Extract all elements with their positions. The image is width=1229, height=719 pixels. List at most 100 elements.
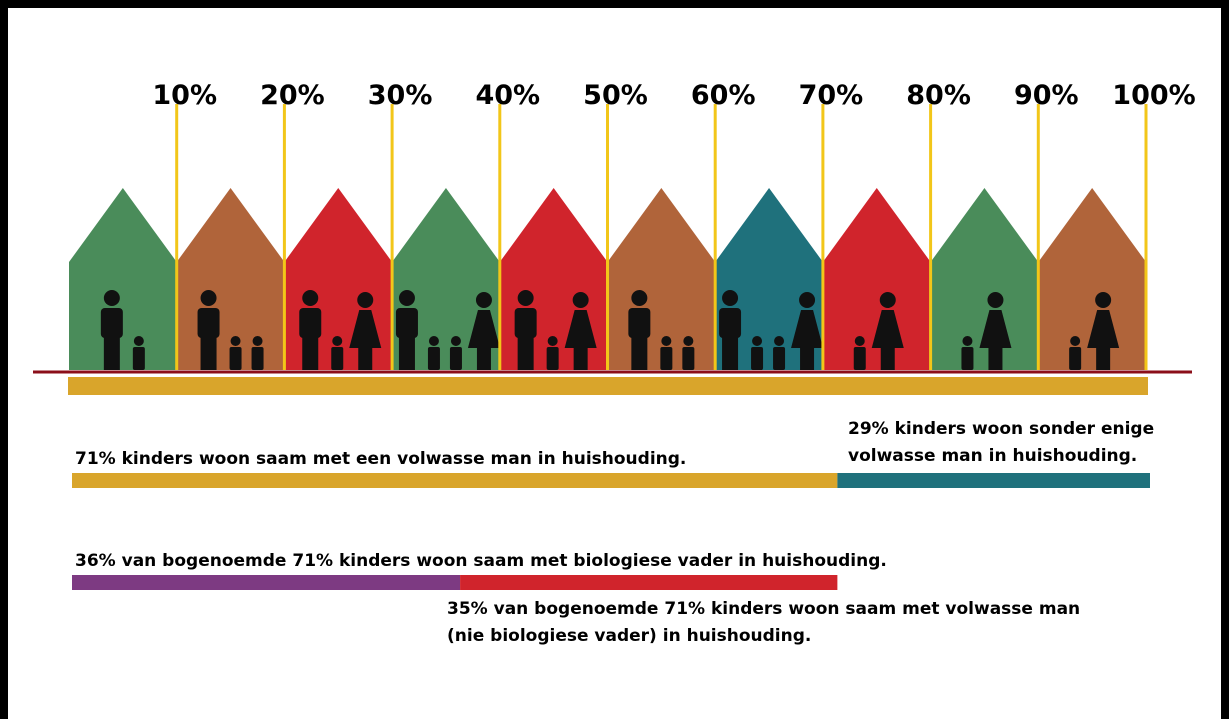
man-head bbox=[103, 290, 120, 306]
man-body bbox=[395, 308, 418, 338]
child-body bbox=[660, 347, 673, 370]
house bbox=[392, 188, 500, 370]
bar-label: 29% kinders woon sonder enige bbox=[848, 419, 1154, 439]
woman-legs bbox=[1096, 346, 1111, 370]
man-legs bbox=[398, 336, 415, 370]
house bbox=[715, 188, 823, 370]
child-head bbox=[774, 336, 785, 346]
child-body bbox=[449, 347, 462, 370]
woman-legs bbox=[358, 346, 373, 370]
tick-label: 10% bbox=[152, 80, 217, 111]
woman-head bbox=[475, 292, 492, 308]
child-body bbox=[773, 347, 786, 370]
child-head bbox=[428, 336, 439, 346]
man-legs bbox=[517, 336, 534, 370]
man-legs bbox=[200, 336, 217, 370]
child-head bbox=[252, 336, 263, 346]
man-head bbox=[398, 290, 415, 306]
child-head bbox=[450, 336, 461, 346]
woman-legs bbox=[476, 346, 491, 370]
man-head bbox=[631, 290, 648, 306]
child-body bbox=[331, 347, 344, 370]
house bbox=[176, 188, 285, 370]
child-body bbox=[251, 347, 264, 370]
child-body bbox=[427, 347, 440, 370]
house bbox=[930, 188, 1039, 370]
house bbox=[607, 188, 716, 370]
man-legs bbox=[722, 336, 739, 370]
child-body bbox=[853, 347, 866, 370]
tick-label: 90% bbox=[1014, 80, 1079, 111]
bar-label: 36% van bogenoemde 71% kinders woon saam… bbox=[75, 551, 887, 571]
tick-label: 20% bbox=[260, 80, 325, 111]
woman-dress bbox=[1087, 310, 1120, 348]
bar-label: 71% kinders woon saam met een volwasse m… bbox=[75, 449, 686, 469]
woman-dress bbox=[564, 310, 597, 348]
woman-dress bbox=[979, 310, 1012, 348]
woman-head bbox=[879, 292, 896, 308]
child-body bbox=[546, 347, 559, 370]
child-head bbox=[962, 336, 973, 346]
woman-head bbox=[799, 292, 816, 308]
man-head bbox=[722, 290, 739, 306]
man-legs bbox=[302, 336, 319, 370]
man-legs bbox=[103, 336, 120, 370]
woman-legs bbox=[988, 346, 1003, 370]
bar bbox=[72, 473, 838, 488]
child-head bbox=[230, 336, 241, 346]
woman-head bbox=[987, 292, 1004, 308]
woman-dress bbox=[791, 310, 824, 348]
house bbox=[822, 188, 931, 370]
tick-label: 70% bbox=[799, 80, 864, 111]
man-body bbox=[197, 308, 220, 338]
man-legs bbox=[631, 336, 648, 370]
bar bbox=[72, 575, 461, 590]
child-body bbox=[682, 347, 695, 370]
child-head bbox=[752, 336, 763, 346]
woman-legs bbox=[880, 346, 895, 370]
woman-dress bbox=[349, 310, 382, 348]
woman-legs bbox=[573, 346, 588, 370]
woman-head bbox=[357, 292, 374, 308]
bar-label: volwasse man in huishouding. bbox=[848, 446, 1137, 466]
man-body bbox=[100, 308, 123, 338]
child-body bbox=[751, 347, 764, 370]
tick-label: 100% bbox=[1112, 80, 1195, 111]
man-head bbox=[517, 290, 534, 306]
child-head bbox=[133, 336, 144, 346]
tick-label: 60% bbox=[691, 80, 756, 111]
child-head bbox=[683, 336, 694, 346]
woman-legs bbox=[800, 346, 815, 370]
child-head bbox=[547, 336, 558, 346]
woman-head bbox=[1095, 292, 1112, 308]
bar bbox=[460, 575, 838, 590]
woman-head bbox=[572, 292, 589, 308]
child-head bbox=[332, 336, 343, 346]
house bbox=[1038, 188, 1146, 370]
child-head bbox=[661, 336, 672, 346]
child-body bbox=[961, 347, 974, 370]
bar-label: 35% van bogenoemde 71% kinders woon saam… bbox=[447, 599, 1080, 619]
man-head bbox=[302, 290, 319, 306]
child-body bbox=[132, 347, 145, 370]
child-body bbox=[229, 347, 242, 370]
bar bbox=[837, 473, 1150, 488]
child-head bbox=[1070, 336, 1081, 346]
man-body bbox=[628, 308, 651, 338]
man-body bbox=[514, 308, 537, 338]
man-body bbox=[719, 308, 742, 338]
bar-label: (nie biologiese vader) in huishouding. bbox=[447, 626, 811, 646]
tick-label: 80% bbox=[906, 80, 971, 111]
base-bar bbox=[68, 377, 1148, 395]
woman-dress bbox=[467, 310, 500, 348]
tick-label: 50% bbox=[583, 80, 648, 111]
man-body bbox=[299, 308, 322, 338]
house bbox=[69, 188, 177, 370]
woman-dress bbox=[871, 310, 904, 348]
child-head bbox=[854, 336, 865, 346]
child-body bbox=[1069, 347, 1082, 370]
tick-label: 30% bbox=[368, 80, 433, 111]
man-head bbox=[200, 290, 217, 306]
